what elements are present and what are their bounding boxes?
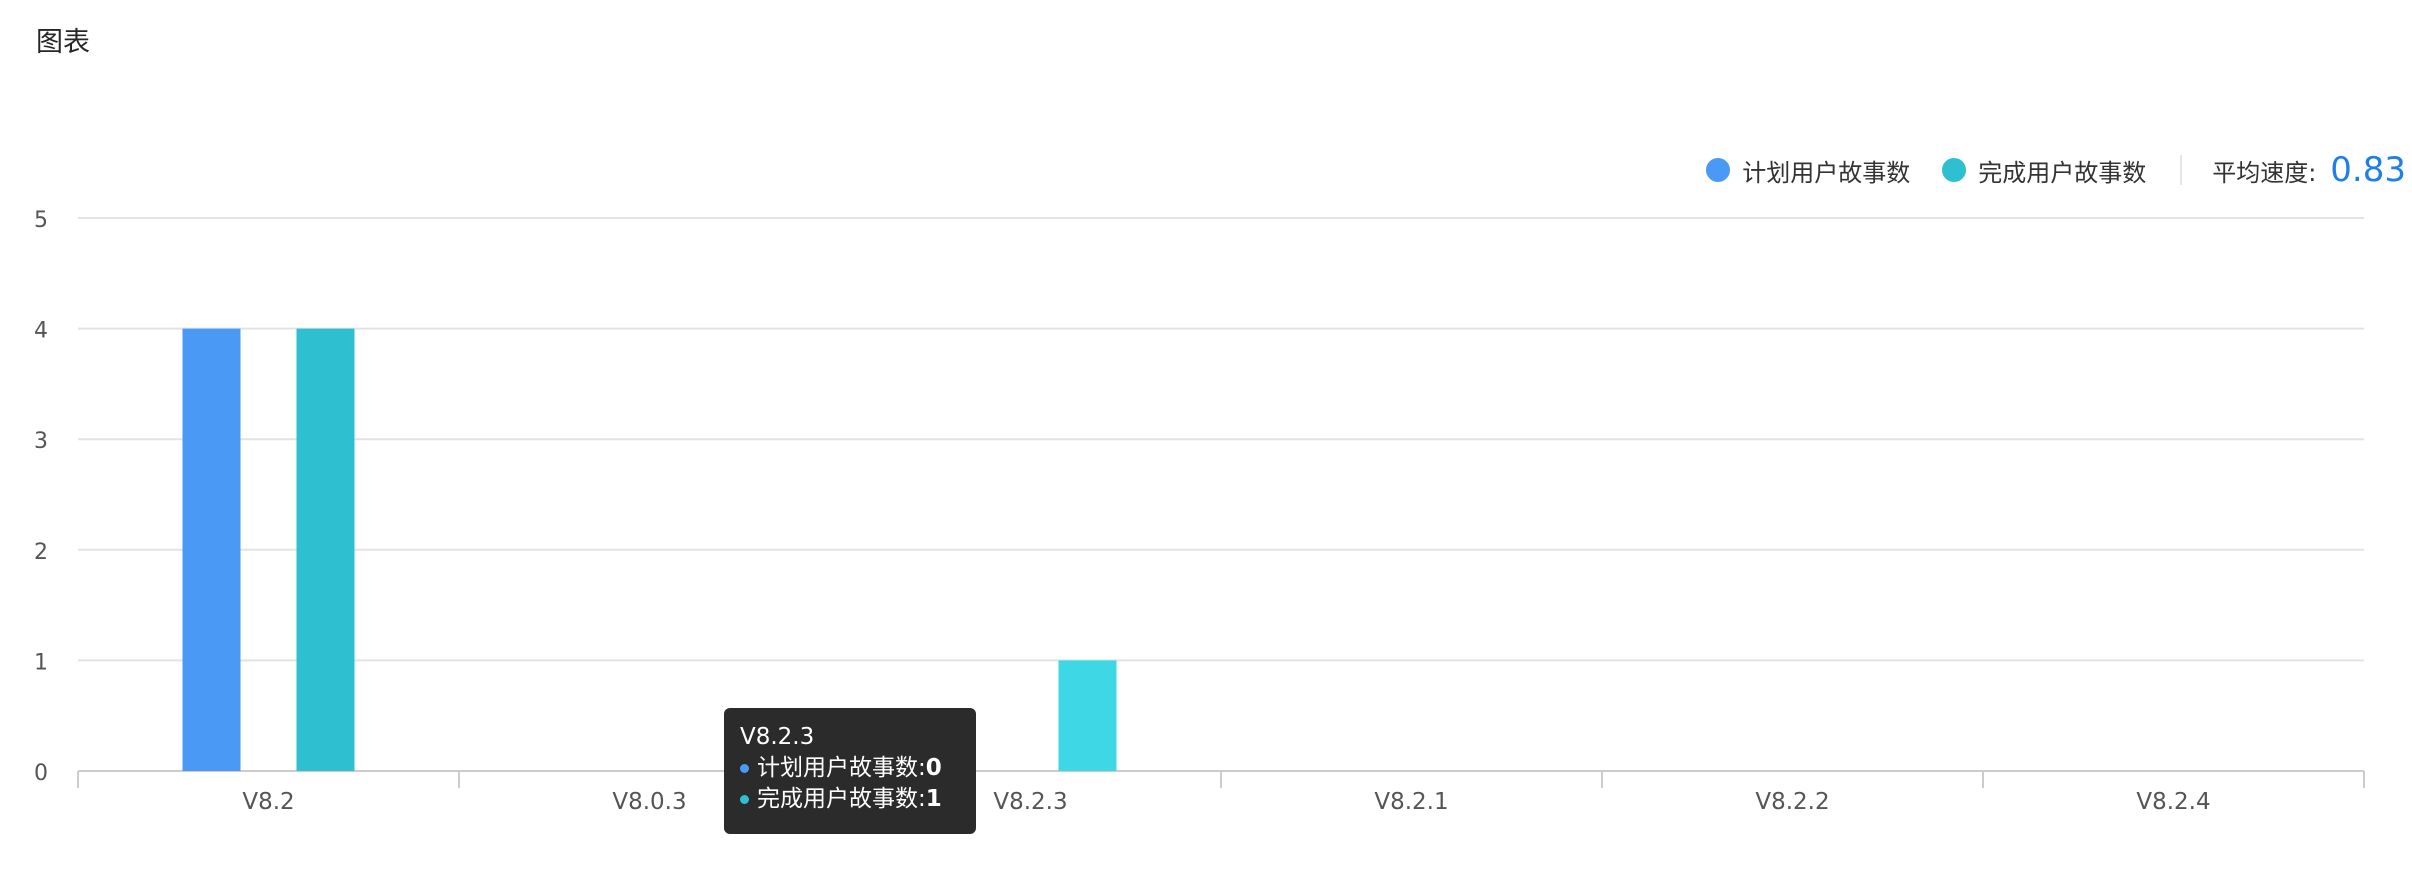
y-axis-labels: 0 1 2 3 4 5	[34, 208, 48, 786]
tooltip-label-planned: 计划用户故事数:	[757, 755, 926, 781]
legend-item-planned[interactable]: 计划用户故事数	[1706, 153, 1910, 188]
tooltip-dot-completed-icon	[740, 795, 749, 804]
average-velocity-label: 平均速度:	[2212, 158, 2317, 187]
y-tick-label: 5	[34, 208, 48, 233]
bars	[182, 328, 1117, 771]
x-tick-label: V8.2	[242, 789, 294, 815]
legend-divider	[2180, 155, 2183, 185]
legend-dot-planned-icon	[1706, 158, 1731, 182]
x-tick-label: V8.2.3	[993, 789, 1067, 815]
y-tick-label: 2	[34, 540, 48, 565]
chart-legend: 计划用户故事数 完成用户故事数 平均速度: 0.83	[1706, 150, 2412, 190]
panel-title: 图表	[36, 27, 90, 58]
tooltip-value-planned: 0	[925, 755, 942, 781]
legend-item-completed[interactable]: 完成用户故事数	[1942, 153, 2146, 188]
y-tick-label: 1	[34, 650, 48, 675]
tooltip-row-completed: 完成用户故事数: 1	[740, 784, 960, 815]
bar-completed[interactable]	[296, 328, 355, 771]
x-axis: V8.2 V8.0.3 V8.2.3 V8.2.1 V8.2.2 V8.2.4	[77, 770, 2365, 815]
y-tick-label: 4	[34, 319, 48, 344]
legend-label-planned: 计划用户故事数	[1742, 158, 1911, 187]
tooltip-row-planned: 计划用户故事数: 0	[740, 753, 960, 784]
x-tick-label: V8.2.4	[2136, 789, 2210, 815]
x-tick-label: V8.2.2	[1755, 789, 1829, 815]
y-tick-label: 3	[34, 429, 48, 454]
bar-planned[interactable]	[182, 328, 241, 771]
tooltip-dot-planned-icon	[740, 764, 749, 773]
bar-completed[interactable]	[1058, 660, 1117, 771]
chart-tooltip: V8.2.3 计划用户故事数: 0 完成用户故事数: 1	[724, 708, 976, 834]
tooltip-title: V8.2.3	[740, 724, 815, 750]
legend-dot-completed-icon	[1942, 158, 1967, 182]
grid-lines	[78, 217, 2364, 662]
x-tick-label: V8.0.3	[612, 789, 686, 815]
tooltip-value-completed: 1	[925, 786, 942, 812]
x-tick-label: V8.2.1	[1374, 789, 1448, 815]
y-tick-label: 0	[34, 761, 48, 786]
legend-label-completed: 完成用户故事数	[1978, 158, 2147, 187]
tooltip-label-completed: 完成用户故事数:	[757, 786, 926, 812]
average-velocity-value: 0.83	[2330, 150, 2406, 190]
